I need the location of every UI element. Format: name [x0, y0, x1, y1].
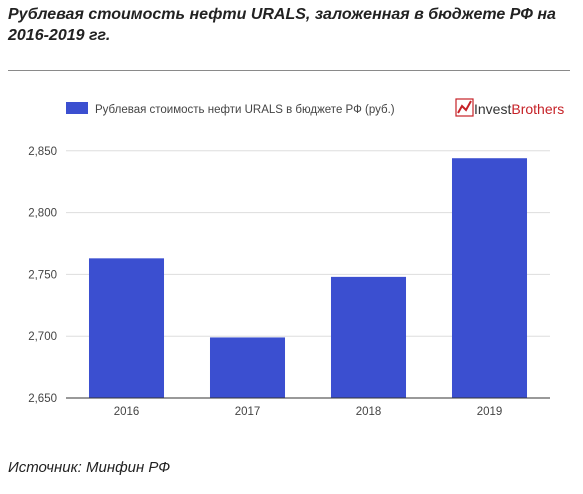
- y-tick-label: 2,800: [28, 208, 57, 220]
- page-title: Рублевая стоимость нефти URALS, заложенн…: [8, 6, 556, 44]
- bar-2019: [451, 158, 528, 398]
- legend: Рублевая стоимость нефти URALS в бюджете…: [66, 102, 395, 116]
- y-axis-ticks: 2,650 2,700 2,750 2,800 2,850: [28, 146, 57, 405]
- logo: InvestBrothers: [455, 98, 564, 117]
- chart-arrow-icon: [455, 98, 474, 117]
- bar-2017: [209, 337, 286, 398]
- x-tick-label: 2017: [235, 406, 261, 418]
- title-divider: [8, 70, 570, 71]
- y-tick-label: 2,850: [28, 146, 57, 158]
- bar-2016: [88, 258, 165, 398]
- bars: [88, 158, 528, 398]
- bar-2018: [330, 276, 407, 398]
- svg-text:InvestBrothers: InvestBrothers: [474, 101, 564, 117]
- logo-text-invest: Invest: [474, 101, 511, 117]
- legend-label: Рублевая стоимость нефти URALS в бюджете…: [95, 104, 395, 116]
- legend-swatch: [66, 102, 88, 114]
- x-tick-label: 2016: [114, 406, 140, 418]
- y-tick-label: 2,650: [28, 393, 57, 405]
- source-note: Источник: Минфин РФ: [8, 459, 171, 476]
- x-tick-label: 2018: [356, 406, 382, 418]
- x-tick-label: 2019: [477, 406, 503, 418]
- x-axis-ticks: 2016 2017 2018 2019: [114, 406, 503, 418]
- y-tick-label: 2,750: [28, 269, 57, 281]
- y-tick-label: 2,700: [28, 331, 57, 343]
- logo-text-brothers: Brothers: [511, 101, 564, 117]
